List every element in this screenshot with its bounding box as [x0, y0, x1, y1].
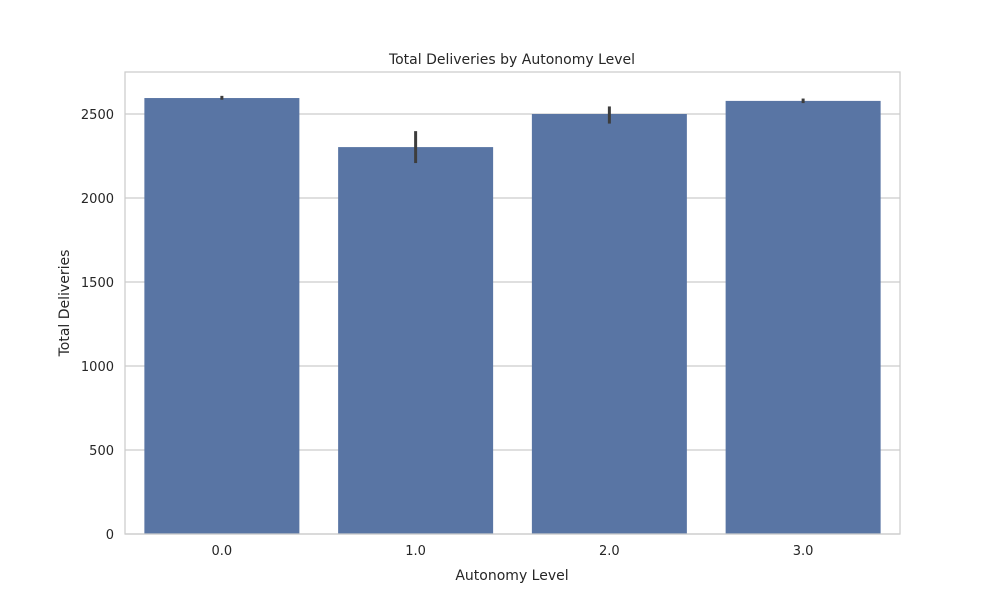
- x-tick-label: 0.0: [212, 544, 233, 559]
- plot-frame: [124, 71, 901, 535]
- bars: [144, 98, 881, 535]
- chart-title: Total Deliveries by Autonomy Level: [388, 52, 635, 68]
- bar-3-0: [725, 100, 881, 535]
- x-tick-labels: 0.0 1.0 2.0 3.0: [212, 544, 814, 559]
- x-tick-label: 3.0: [793, 544, 814, 559]
- y-tick-label: 2500: [81, 108, 114, 123]
- x-tick-label: 2.0: [599, 544, 620, 559]
- bar-2-0: [531, 114, 687, 534]
- error-bars: [220, 95, 805, 164]
- x-tick-label: 1.0: [405, 544, 426, 559]
- y-tick-label: 1000: [81, 360, 114, 375]
- y-tick-label: 0: [106, 528, 114, 543]
- bar-1-0: [338, 147, 494, 534]
- y-tick-label: 2000: [81, 192, 114, 207]
- x-axis-label: Autonomy Level: [455, 568, 568, 584]
- bar-0-0: [144, 98, 300, 534]
- y-tick-label: 1500: [81, 276, 114, 291]
- y-tick-label: 500: [89, 444, 114, 459]
- y-tick-labels: 0 500 1000 1500 2000 2500: [81, 108, 114, 543]
- y-axis-label: Total Deliveries: [57, 250, 73, 358]
